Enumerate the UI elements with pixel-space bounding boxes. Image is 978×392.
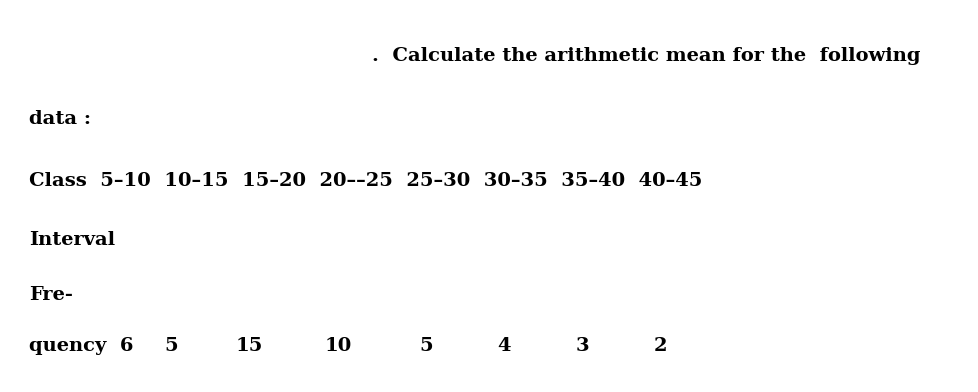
Text: 5: 5 (419, 337, 432, 355)
Text: quency  6: quency 6 (29, 337, 134, 355)
Text: Interval: Interval (29, 231, 115, 249)
Text: 15: 15 (236, 337, 263, 355)
Text: 3: 3 (575, 337, 589, 355)
Text: .  Calculate the arithmetic mean for the  following: . Calculate the arithmetic mean for the … (372, 47, 919, 65)
Text: 4: 4 (497, 337, 511, 355)
Text: 10: 10 (324, 337, 351, 355)
Text: data :: data : (29, 110, 91, 128)
Text: 2: 2 (653, 337, 667, 355)
Text: Class  5–10  10–15  15–20  20––25  25–30  30–35  35–40  40–45: Class 5–10 10–15 15–20 20––25 25–30 30–3… (29, 172, 702, 191)
Text: 5: 5 (164, 337, 178, 355)
Text: Fre-: Fre- (29, 286, 73, 304)
